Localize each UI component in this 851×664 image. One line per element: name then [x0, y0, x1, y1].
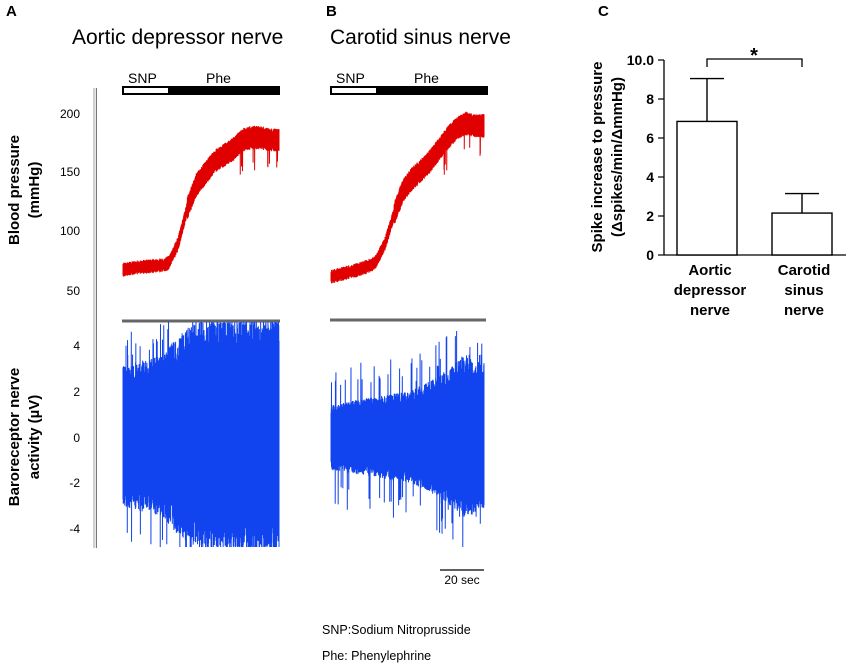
- bp-tick: 100: [60, 224, 80, 238]
- bar-category-label: depressor: [674, 282, 747, 299]
- nerve-tick: -4: [69, 522, 80, 536]
- drug-bar-a: SNP Phe: [122, 70, 280, 95]
- phe-label-a: Phe: [206, 70, 231, 86]
- nerve-ylabel: Baroreceptor nerve activity (µV): [6, 368, 43, 506]
- note-snp: SNP:Sodium Nitroprusside: [322, 623, 471, 637]
- significance-line: [706, 58, 803, 67]
- phe-bar-a: [122, 86, 280, 95]
- bp-ylabel-line2: (mmHg): [26, 162, 43, 219]
- nerve-tick: 2: [73, 385, 80, 399]
- bar-category-label: sinus: [784, 282, 823, 299]
- significance-bracket: *: [706, 45, 803, 67]
- bar: [771, 212, 833, 256]
- nerve-tick: 0: [73, 431, 80, 445]
- bar-ytick-label: 2: [646, 208, 654, 224]
- nerve-tick: -2: [69, 476, 80, 490]
- bar-ytick-label: 4: [646, 169, 654, 185]
- bp-ticks: 200 150 100 50: [60, 107, 80, 298]
- panel-b-title: Carotid sinus nerve: [330, 26, 511, 49]
- note-phe: Phe: Phenylephrine: [322, 649, 431, 663]
- bar-ytick-label: 0: [646, 247, 654, 263]
- bp-tick: 200: [60, 107, 80, 121]
- bar-ytick-label: 8: [646, 91, 654, 107]
- snp-label-a: SNP: [128, 70, 157, 86]
- bar-ytick-label: 10.0: [627, 52, 654, 68]
- snp-bar-a: [124, 88, 168, 93]
- bar-category-label: nerve: [690, 302, 730, 319]
- bar-category-b: Carotid sinus nerve: [778, 262, 831, 319]
- phe-bar-b: [330, 86, 488, 95]
- bar-yticks: 0 2 4 6 8 10.0: [627, 52, 664, 263]
- bp-tick: 150: [60, 165, 80, 179]
- nerve-trace-a: [122, 321, 280, 548]
- bp-tick: 50: [67, 284, 81, 298]
- snp-bar-b: [332, 88, 376, 93]
- panel-letter-a: A: [6, 3, 17, 20]
- drug-bar-b: SNP Phe: [330, 70, 488, 95]
- nerve-ylabel-line2: activity (µV): [26, 395, 43, 480]
- scale-bar-label: 20 sec: [444, 573, 479, 587]
- bar-ylabel-line2: (Δspikes/min/ΔmmHg): [609, 77, 626, 237]
- bar-category-label: Carotid: [778, 262, 831, 279]
- phe-label-b: Phe: [414, 70, 439, 86]
- nerve-tick: 4: [73, 339, 80, 353]
- bar-ytick-label: 6: [646, 130, 654, 146]
- nerve-ticks: 4 2 0 -2 -4: [69, 339, 80, 536]
- bar-chart-c: Spike increase to pressure (Δspikes/min/…: [589, 45, 846, 319]
- bar-ylabel-line1: Spike increase to pressure: [589, 62, 606, 253]
- bp-trace-b: [330, 111, 485, 284]
- bp-ylabel: Blood pressure (mmHg): [6, 135, 43, 245]
- bars: [676, 77, 833, 256]
- bp-trace-a: [122, 125, 280, 277]
- snp-label-b: SNP: [336, 70, 365, 86]
- bar-category-a: Aortic depressor nerve: [674, 262, 747, 319]
- nerve-trace-b: [330, 330, 485, 548]
- panel-a-title: Aortic depressor nerve: [72, 26, 283, 49]
- trace-axis-shadow: [93, 88, 96, 548]
- nerve-ylabel-line1: Baroreceptor nerve: [6, 368, 23, 506]
- panel-letter-c: C: [598, 3, 609, 20]
- bp-ylabel-line1: Blood pressure: [6, 135, 23, 245]
- bar-category-label: nerve: [784, 302, 824, 319]
- significance-star: *: [750, 45, 758, 67]
- panel-letter-b: B: [326, 3, 337, 20]
- bar-category-label: Aortic: [688, 262, 731, 279]
- bar: [676, 120, 738, 256]
